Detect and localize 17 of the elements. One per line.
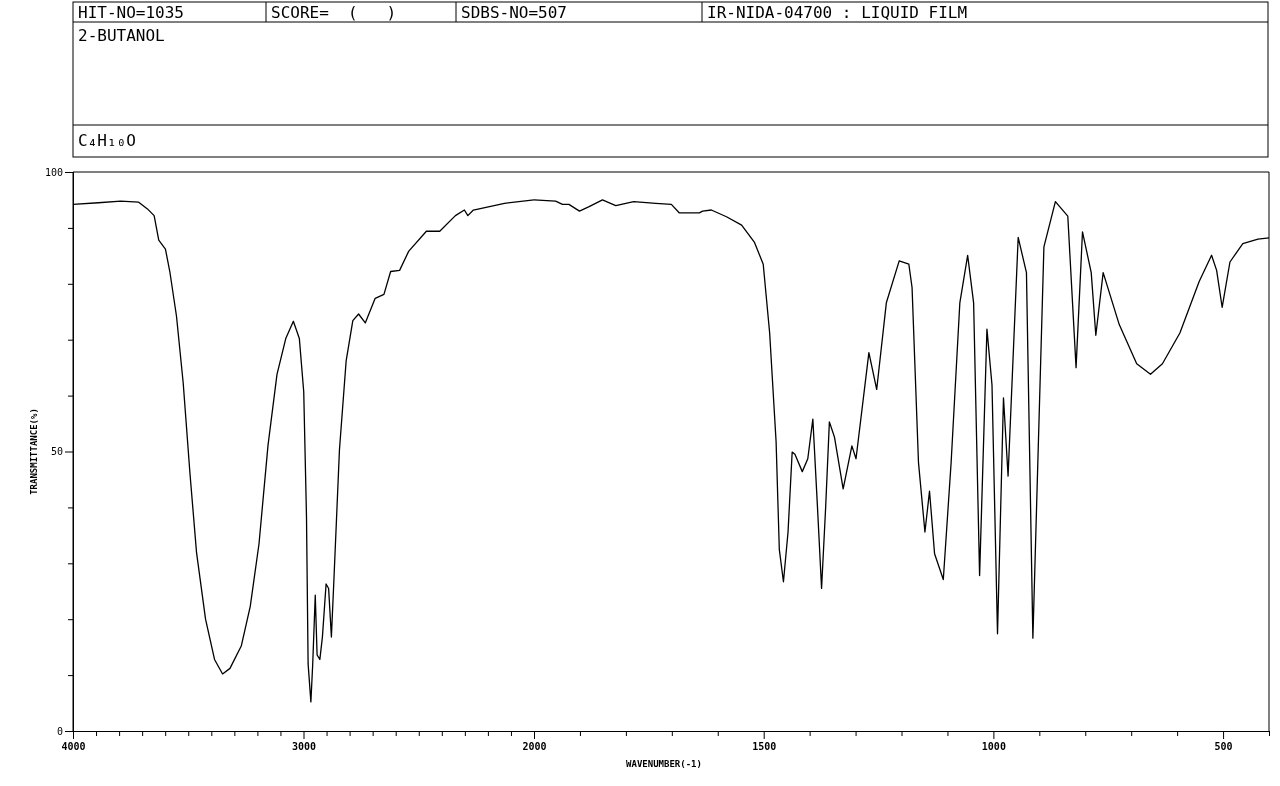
text: SCORE= ( ) [271,3,397,22]
x-axis-title: WAVENUMBER(-1) [626,759,702,769]
chart-subtitle: C₄H₁₀O [78,131,136,150]
x-tick-label: 500 [1214,741,1233,753]
text: SDBS-NO=507 [461,3,567,22]
text: IR-NIDA-04700 : LIQUID FILM [707,3,968,22]
x-tick-label: 1500 [752,741,777,753]
text: HIT-NO=1035 [78,3,184,22]
x-tick-label: 4000 [61,741,86,753]
x-tick-label: 3000 [291,741,317,753]
x-tick-label: 2000 [522,741,547,753]
y-axis-title: TRANSMITTANCE(%) [29,408,39,495]
y-tick-label: 100 [44,166,63,178]
y-tick-label: 0 [56,725,63,737]
y-tick-label: 50 [50,446,63,458]
x-tick-label: 1000 [981,741,1006,753]
chart-title: 2-BUTANOL [78,26,165,45]
